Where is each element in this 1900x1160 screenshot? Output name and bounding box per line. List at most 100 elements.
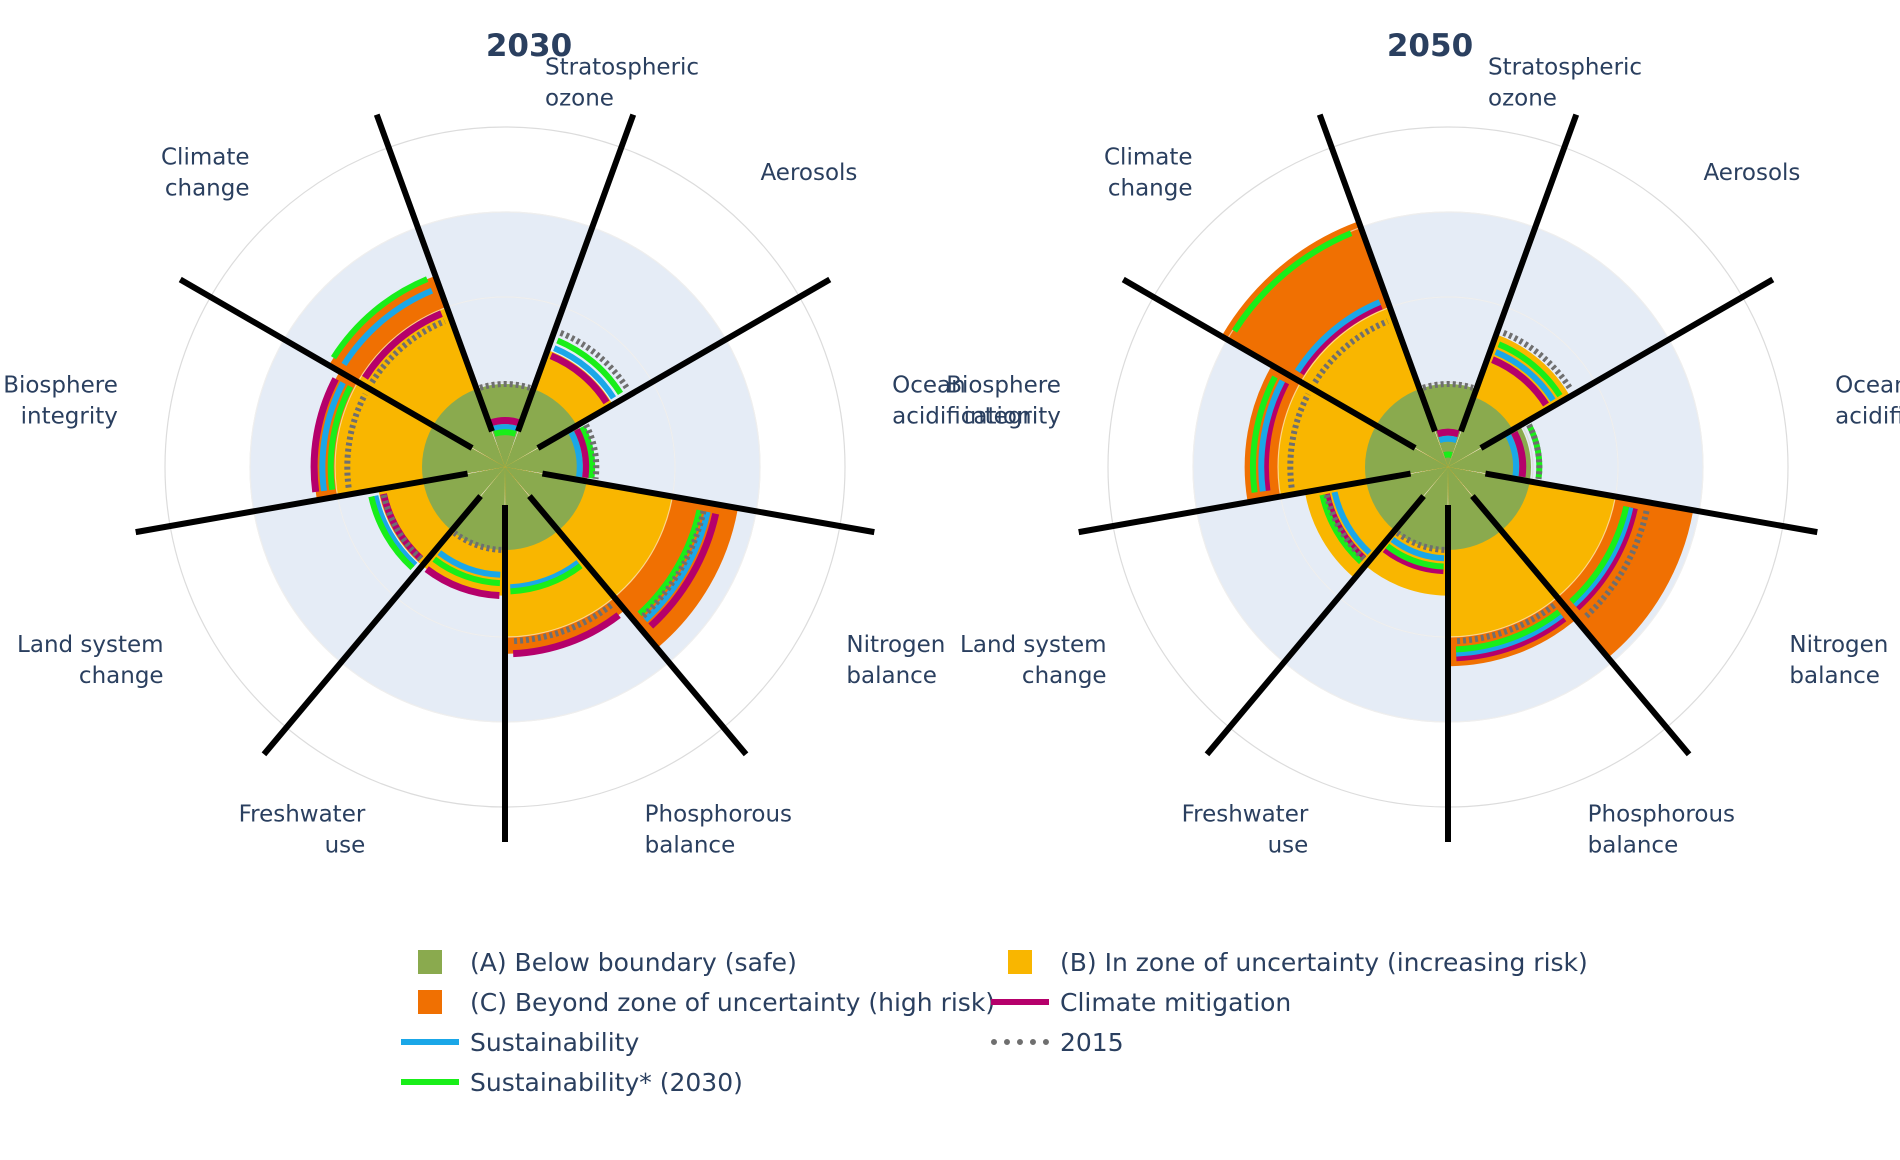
series-arc-2015 bbox=[1395, 530, 1445, 553]
series-arc-sustainability-2030 bbox=[368, 495, 415, 571]
legend-item-high-risk[interactable]: (C) Beyond zone of uncertainty (high ris… bbox=[400, 984, 995, 1020]
sector-divider bbox=[541, 470, 875, 536]
bar-safe bbox=[1448, 467, 1530, 531]
series-arc-sustainability bbox=[1456, 612, 1564, 657]
series-arc-sustainability bbox=[1505, 434, 1519, 477]
series-arc-sustainability-2030 bbox=[1231, 230, 1353, 333]
series-arc-2015 bbox=[479, 381, 531, 391]
legend-label: Climate mitigation bbox=[1060, 987, 1292, 1017]
category-label: Phosphorous balance bbox=[1588, 801, 1735, 858]
legend-label: (A) Below boundary (safe) bbox=[470, 947, 797, 977]
legend-label: (B) In zone of uncertainty (increasing r… bbox=[1060, 947, 1588, 977]
series-arc-2015 bbox=[559, 330, 631, 391]
legend: (A) Below boundary (safe) (B) In zone of… bbox=[400, 944, 1700, 1114]
category-label: Ocean acidification bbox=[892, 373, 1031, 430]
category-label: Freshwater use bbox=[1182, 801, 1309, 858]
series-arc-sustainability bbox=[1331, 491, 1372, 555]
series-arc-sustainability bbox=[553, 345, 617, 400]
series-arc-climate-mitigation bbox=[1436, 428, 1460, 438]
bar-safe bbox=[1395, 467, 1448, 550]
series-arc-sustainability-2030 bbox=[432, 556, 501, 587]
series-arc-2015 bbox=[369, 318, 446, 384]
legend-label: 2015 bbox=[1060, 1027, 1124, 1057]
series-arc-sustainability-2030 bbox=[637, 509, 703, 617]
bar-safe bbox=[1376, 389, 1448, 467]
legend-item-climate-mitigation[interactable]: Climate mitigation bbox=[990, 984, 1291, 1020]
series-arc-sustainability bbox=[1294, 299, 1381, 373]
series-arc-climate-mitigation bbox=[1382, 546, 1444, 575]
bar-safe bbox=[1366, 467, 1448, 531]
series-arc-sustainability-2030 bbox=[493, 429, 517, 437]
bar-safe bbox=[433, 389, 505, 467]
series-arc-sustainability-2030 bbox=[1569, 505, 1630, 604]
series-arc-climate-mitigation bbox=[1261, 381, 1290, 492]
category-label: Land system change bbox=[960, 632, 1107, 689]
series-arc-sustainability bbox=[643, 511, 711, 623]
series-arc-2015 bbox=[452, 530, 502, 553]
series-arc-climate-mitigation bbox=[512, 612, 621, 658]
bar-safe bbox=[1448, 467, 1501, 550]
legend-item-safe[interactable]: (A) Below boundary (safe) bbox=[400, 944, 797, 980]
series-arc-sustainability bbox=[1438, 435, 1458, 444]
series-arc-sustainability bbox=[1258, 379, 1286, 492]
series-arc-sustainability-2030 bbox=[510, 563, 583, 595]
series-arc-2015 bbox=[1422, 381, 1474, 391]
series-arc-2015 bbox=[640, 510, 707, 620]
bar-safe bbox=[505, 467, 587, 531]
series-arc-sustainability bbox=[492, 424, 518, 432]
bar-safe bbox=[505, 467, 558, 550]
series-arc-2015 bbox=[1583, 510, 1650, 620]
sector-divider bbox=[1458, 113, 1580, 433]
legend-swatch-2015 bbox=[991, 1039, 1049, 1045]
series-arc-climate-mitigation bbox=[648, 512, 720, 629]
series-arc-sustainability-2030 bbox=[1249, 375, 1278, 493]
series-arc-climate-mitigation bbox=[362, 310, 443, 380]
polar-chart-2030: Stratospheric ozone Aerosols Ocean acidifica… bbox=[3, 28, 1031, 858]
bar-safe bbox=[1448, 397, 1513, 467]
series-arc-climate-mitigation bbox=[1511, 430, 1527, 478]
legend-swatch-high-risk bbox=[418, 990, 442, 1014]
legend-item-sustainability-2030[interactable]: Sustainability* (2030) bbox=[400, 1064, 743, 1100]
legend-swatch-uncertainty bbox=[1008, 950, 1032, 974]
bar-safe bbox=[505, 426, 588, 481]
bar-safe bbox=[1420, 384, 1476, 467]
category-label: Nitrogen balance bbox=[846, 632, 945, 689]
sector-divider bbox=[1484, 470, 1818, 536]
series-arc-climate-mitigation bbox=[573, 427, 590, 479]
series-arc-sustainability-2030 bbox=[1443, 451, 1453, 459]
category-label: Freshwater use bbox=[239, 801, 366, 858]
legend-item-uncertainty[interactable]: (B) In zone of uncertainty (increasing r… bbox=[990, 944, 1588, 980]
category-label: Aerosols bbox=[760, 160, 857, 186]
bar-safe bbox=[422, 426, 505, 481]
series-arc-sustainability bbox=[437, 550, 501, 578]
series-arc-sustainability-2030 bbox=[327, 385, 354, 491]
legend-label: Sustainability bbox=[470, 1027, 640, 1057]
sector-divider bbox=[135, 470, 469, 536]
series-arc-climate-mitigation bbox=[1491, 356, 1549, 407]
series-arc-climate-mitigation bbox=[310, 377, 339, 493]
series-arc-sustainability bbox=[1572, 506, 1634, 607]
sector-divider bbox=[527, 494, 749, 757]
legend-item-2015[interactable]: 2015 bbox=[990, 1024, 1124, 1060]
bar-safe bbox=[423, 467, 505, 531]
bar-safe bbox=[452, 467, 505, 550]
series-arc-sustainability-2030 bbox=[1526, 423, 1543, 480]
sector-divider bbox=[1470, 494, 1692, 757]
sector-divider bbox=[1479, 276, 1775, 451]
chart-title: 2050 bbox=[1387, 28, 1473, 64]
series-arc-sustainability-2030 bbox=[1497, 341, 1563, 398]
series-arc-sustainability bbox=[1390, 537, 1445, 562]
series-arc-climate-mitigation bbox=[1298, 302, 1383, 376]
legend-swatch-safe bbox=[418, 950, 442, 974]
series-arc-sustainability bbox=[319, 381, 346, 492]
series-arc-sustainability bbox=[341, 287, 434, 367]
legend-item-sustainability[interactable]: Sustainability bbox=[400, 1024, 639, 1060]
legend-label: Sustainability* (2030) bbox=[470, 1067, 743, 1097]
bar-safe bbox=[505, 389, 577, 467]
series-arc-climate-mitigation bbox=[489, 417, 521, 427]
series-arc-sustainability-2030 bbox=[330, 276, 429, 360]
sector-divider bbox=[178, 276, 474, 451]
